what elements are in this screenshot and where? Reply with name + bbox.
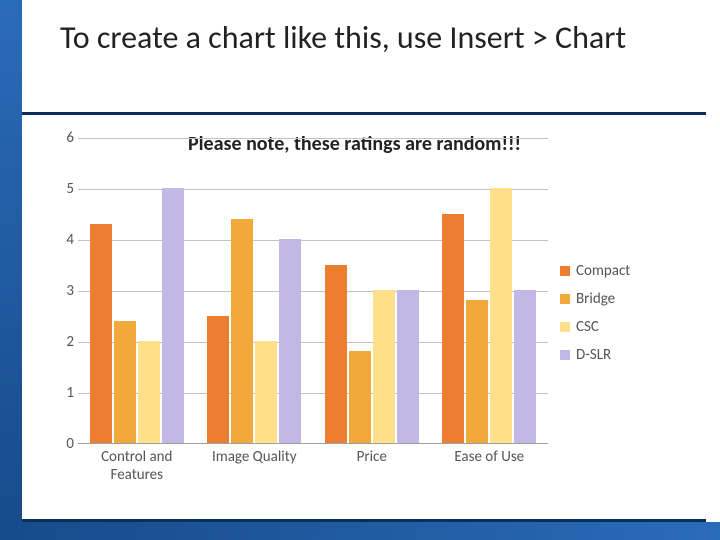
legend-item: CSC (560, 318, 680, 336)
legend: Compact Bridge CSC D-SLR (560, 262, 680, 374)
bar (162, 188, 184, 443)
plot-area (78, 138, 548, 444)
grid-line (78, 138, 548, 139)
legend-swatch (560, 350, 570, 360)
slide-title: To create a chart like this, use Insert … (60, 18, 680, 58)
bar (279, 239, 301, 443)
legend-swatch (560, 294, 570, 304)
bar-group (325, 265, 419, 444)
slide: To create a chart like this, use Insert … (0, 0, 720, 540)
x-tick-label: Ease of Use (431, 448, 549, 466)
y-tick-label: 3 (48, 282, 74, 300)
bar (255, 341, 277, 443)
bar (349, 351, 371, 443)
y-tick-label: 5 (48, 180, 74, 198)
bar (231, 219, 253, 443)
legend-label: CSC (576, 318, 599, 336)
legend-swatch (560, 322, 570, 332)
bar (138, 341, 160, 443)
slide-accent-left (0, 0, 22, 540)
legend-swatch (560, 266, 570, 276)
y-tick-label: 1 (48, 384, 74, 402)
bar-group (207, 219, 301, 443)
legend-item: Compact (560, 262, 680, 280)
x-tick-label: Price (313, 448, 431, 466)
chart: Please note, these ratings are random!!!… (48, 132, 688, 492)
bar (90, 224, 112, 443)
legend-label: Bridge (576, 290, 615, 308)
x-tick-label: Control and Features (78, 448, 196, 484)
bar (466, 300, 488, 443)
legend-item: D-SLR (560, 346, 680, 364)
y-tick-label: 2 (48, 333, 74, 351)
bar (325, 265, 347, 444)
x-tick-label: Image Quality (196, 448, 314, 466)
bar-group (442, 188, 536, 443)
legend-label: D-SLR (576, 346, 611, 364)
bar (397, 290, 419, 443)
bar (514, 290, 536, 443)
slide-divider-bottom (22, 519, 706, 522)
bar (114, 321, 136, 443)
legend-item: Bridge (560, 290, 680, 308)
bar-group (90, 188, 184, 443)
slide-accent-bottom (0, 522, 720, 540)
y-tick-label: 0 (48, 435, 74, 453)
legend-label: Compact (576, 262, 630, 280)
bar (442, 214, 464, 444)
bar (373, 290, 395, 443)
bar (207, 316, 229, 444)
y-tick-label: 4 (48, 231, 74, 249)
bar (490, 188, 512, 443)
y-tick-label: 6 (48, 129, 74, 147)
slide-divider-top (22, 112, 706, 115)
